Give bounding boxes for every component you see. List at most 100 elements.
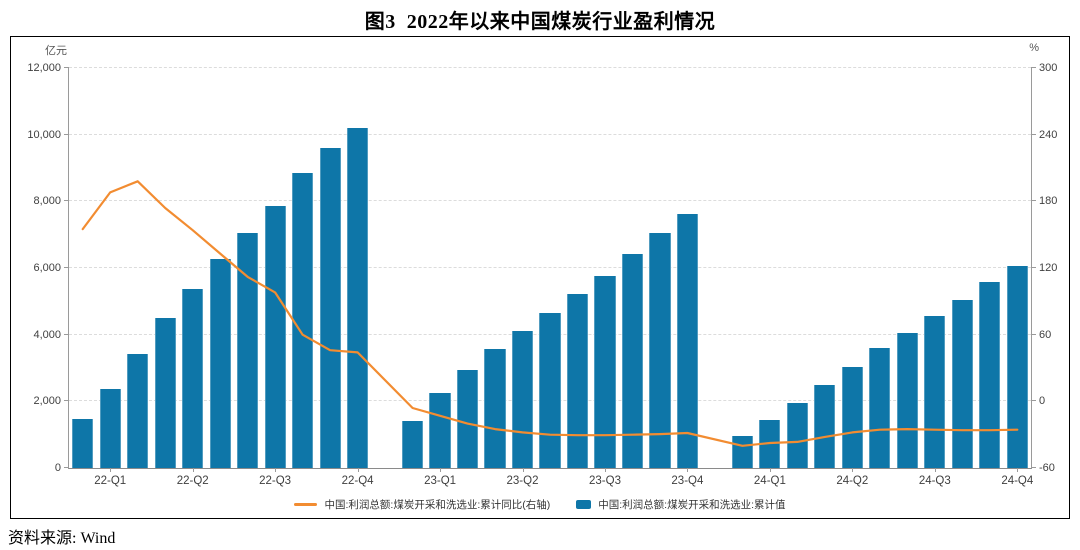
bar xyxy=(979,281,1001,468)
bar xyxy=(869,347,891,468)
x-axis-tick xyxy=(110,468,112,472)
bar xyxy=(484,349,506,468)
bar xyxy=(237,232,259,468)
x-axis-label: 22-Q4 xyxy=(341,475,374,487)
left-axis-tick xyxy=(64,200,69,202)
x-axis-label: 24-Q4 xyxy=(1001,475,1034,487)
legend-item: 中国:利润总额:煤炭开采和洗选业:累计同比(右轴) xyxy=(294,497,550,512)
x-axis-tick xyxy=(934,468,936,472)
bar xyxy=(1006,266,1028,468)
left-axis-tick xyxy=(64,67,69,68)
x-axis-tick xyxy=(522,468,524,472)
x-axis-tick xyxy=(687,468,689,472)
bar xyxy=(72,418,94,468)
x-axis-tick xyxy=(605,468,606,472)
bar xyxy=(621,254,644,468)
right-axis-tick xyxy=(1031,133,1036,135)
bar xyxy=(154,317,176,468)
right-axis-label: 240 xyxy=(1039,128,1058,141)
x-axis-tick xyxy=(1017,468,1019,472)
gridline xyxy=(69,133,1031,135)
right-axis-label: 60 xyxy=(1039,328,1052,341)
right-axis-tick xyxy=(1031,467,1036,468)
right-axis-label: -60 xyxy=(1039,462,1055,474)
legend-label: 中国:利润总额:煤炭开采和洗选业:累计同比(右轴) xyxy=(324,499,551,511)
bar xyxy=(841,366,863,468)
bar xyxy=(594,275,616,468)
left-axis-label: 6,000 xyxy=(33,262,61,274)
x-axis-label: 23-Q4 xyxy=(671,475,704,487)
chart-title: 图3 2022年以来中国煤炭行业盈利情况 xyxy=(364,11,716,33)
bar xyxy=(319,148,341,468)
x-axis-label: 23-Q3 xyxy=(589,475,621,487)
bar xyxy=(456,370,479,468)
left-axis-tick xyxy=(64,267,69,268)
right-axis-label: 0 xyxy=(1039,395,1046,408)
x-axis-tick xyxy=(275,468,277,472)
bar xyxy=(566,294,589,468)
right-axis-label: 180 xyxy=(1039,195,1058,208)
left-axis-tick xyxy=(64,467,69,468)
line-layer xyxy=(81,180,1019,447)
left-axis-label: 10,000 xyxy=(27,128,61,141)
gridline xyxy=(69,67,1031,68)
bar xyxy=(896,332,918,468)
left-axis-label: 8,000 xyxy=(33,195,61,208)
bar xyxy=(649,232,671,468)
legend: 中国:利润总额:煤炭开采和洗选业:累计同比(右轴) 中国:利润总额:煤炭开采和洗选… xyxy=(11,497,1069,512)
x-axis-tick xyxy=(192,468,194,472)
legend-label: 中国:利润总额:煤炭开采和洗选业:累计值 xyxy=(598,499,786,511)
x-axis-tick xyxy=(440,468,442,472)
source-note: 资料来源: Wind xyxy=(8,530,116,547)
bar xyxy=(539,312,561,468)
bar xyxy=(99,389,121,468)
gridline xyxy=(69,267,1031,268)
bar xyxy=(429,393,451,468)
right-axis-tick xyxy=(1031,67,1036,68)
x-axis-label: 22-Q3 xyxy=(259,475,292,487)
chart-frame: 亿元 % 0 2,000 4,000 6,000 8,000 10,000 12,000 -… xyxy=(10,36,1070,519)
left-axis-label: 2,000 xyxy=(33,395,61,408)
bar xyxy=(127,353,149,468)
right-axis-tick xyxy=(1031,333,1036,335)
legend-item: 中国:利润总额:煤炭开采和洗选业:累计值 xyxy=(576,497,786,512)
bar xyxy=(951,300,973,468)
bar xyxy=(209,258,231,468)
bar xyxy=(786,403,808,468)
bar xyxy=(347,127,369,468)
plot-area: 0 2,000 4,000 6,000 8,000 10,000 12,000 -60 0 60… xyxy=(27,62,1057,487)
right-axis-tick xyxy=(1031,267,1036,268)
bar xyxy=(676,213,698,468)
x-axis-label: 23-Q1 xyxy=(424,475,457,487)
right-axis-label: 300 xyxy=(1039,62,1058,74)
right-axis-unit: % xyxy=(1029,42,1039,54)
right-axis-label: 120 xyxy=(1039,262,1058,274)
x-axis-label: 24-Q2 xyxy=(836,475,869,487)
left-axis-tick xyxy=(64,400,69,402)
bar xyxy=(814,385,836,468)
left-axis-label: 4,000 xyxy=(33,328,61,341)
left-axis-label: 12,000 xyxy=(27,62,61,74)
left-axis-tick xyxy=(64,333,69,335)
x-axis-tick xyxy=(769,468,771,472)
x-axis-label: 22-Q1 xyxy=(94,475,127,487)
x-axis-label: 23-Q2 xyxy=(506,475,539,487)
legend-bar-swatch xyxy=(576,500,592,509)
bar xyxy=(401,421,424,468)
x-axis-label: 24-Q3 xyxy=(918,475,951,487)
gridline xyxy=(69,200,1031,202)
bar xyxy=(182,288,204,468)
x-axis-tick xyxy=(357,468,359,472)
bar xyxy=(292,172,314,468)
x-axis-tick xyxy=(852,468,854,472)
yoy-line xyxy=(81,180,1019,447)
left-axis-unit: 亿元 xyxy=(45,45,67,57)
left-axis-label: 0 xyxy=(54,462,61,474)
right-axis-tick xyxy=(1031,400,1036,402)
right-axis-tick xyxy=(1031,200,1036,202)
bar xyxy=(264,206,286,468)
left-axis-tick xyxy=(64,133,69,135)
x-axis-label: 22-Q2 xyxy=(176,475,209,487)
legend-line-swatch xyxy=(294,503,318,506)
